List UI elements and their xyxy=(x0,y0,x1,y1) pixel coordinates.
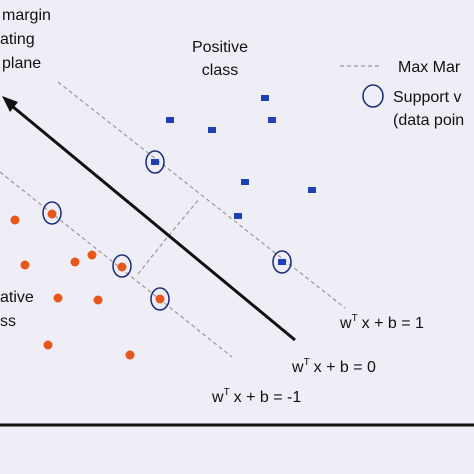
point xyxy=(261,95,269,101)
support-ring xyxy=(112,254,132,278)
support-ring xyxy=(145,150,165,174)
point xyxy=(93,295,103,305)
point xyxy=(20,260,30,270)
support-ring xyxy=(272,250,292,274)
point xyxy=(208,127,216,133)
eq-sup: T xyxy=(304,357,310,368)
hyperplane xyxy=(11,104,296,342)
hyperplane-label: ating xyxy=(0,31,35,48)
eq-rest: x + b = 0 xyxy=(314,359,376,376)
support-vectors xyxy=(42,150,292,311)
eq-w: w xyxy=(211,389,224,406)
lower-margin xyxy=(0,171,233,358)
legend-ring xyxy=(362,84,384,108)
margin-width xyxy=(137,197,201,275)
point xyxy=(234,213,242,219)
legend-label: Support v xyxy=(393,89,461,106)
point xyxy=(43,340,53,350)
legend-label: (data poin xyxy=(393,112,464,129)
point xyxy=(47,209,57,219)
negative-label: ss xyxy=(0,313,16,330)
equation: wT x + b = -1 xyxy=(211,387,301,406)
eq-w: w xyxy=(291,359,304,376)
support-ring xyxy=(42,201,62,225)
hyperplane-label: margin xyxy=(2,7,51,24)
point xyxy=(117,262,127,272)
point xyxy=(155,294,165,304)
hyperplane-label: plane xyxy=(2,55,41,72)
eq-rest: x + b = -1 xyxy=(234,389,302,406)
point xyxy=(53,293,63,303)
eq-sup: T xyxy=(224,387,230,398)
point xyxy=(241,179,249,185)
positive-label: class xyxy=(202,62,238,79)
negative-points xyxy=(10,209,165,360)
support-ring xyxy=(150,287,170,311)
equation: wT x + b = 0 xyxy=(291,357,376,376)
point xyxy=(278,259,286,265)
eq-w: w xyxy=(339,315,352,332)
negative-label: ative xyxy=(0,289,34,306)
eq-sup: T xyxy=(352,313,358,324)
equation: wT x + b = 1 xyxy=(339,313,424,332)
point xyxy=(308,187,316,193)
point xyxy=(10,215,20,225)
positive-label: Positive xyxy=(192,39,248,56)
point xyxy=(125,350,135,360)
point xyxy=(268,117,276,123)
positive-points xyxy=(151,95,316,265)
legend-label: Max Mar xyxy=(398,59,461,76)
eq-rest: x + b = 1 xyxy=(362,315,424,332)
point xyxy=(70,257,80,267)
arrow-head xyxy=(2,96,18,112)
upper-margin xyxy=(57,81,346,309)
point xyxy=(151,159,159,165)
point xyxy=(166,117,174,123)
point xyxy=(87,250,97,260)
